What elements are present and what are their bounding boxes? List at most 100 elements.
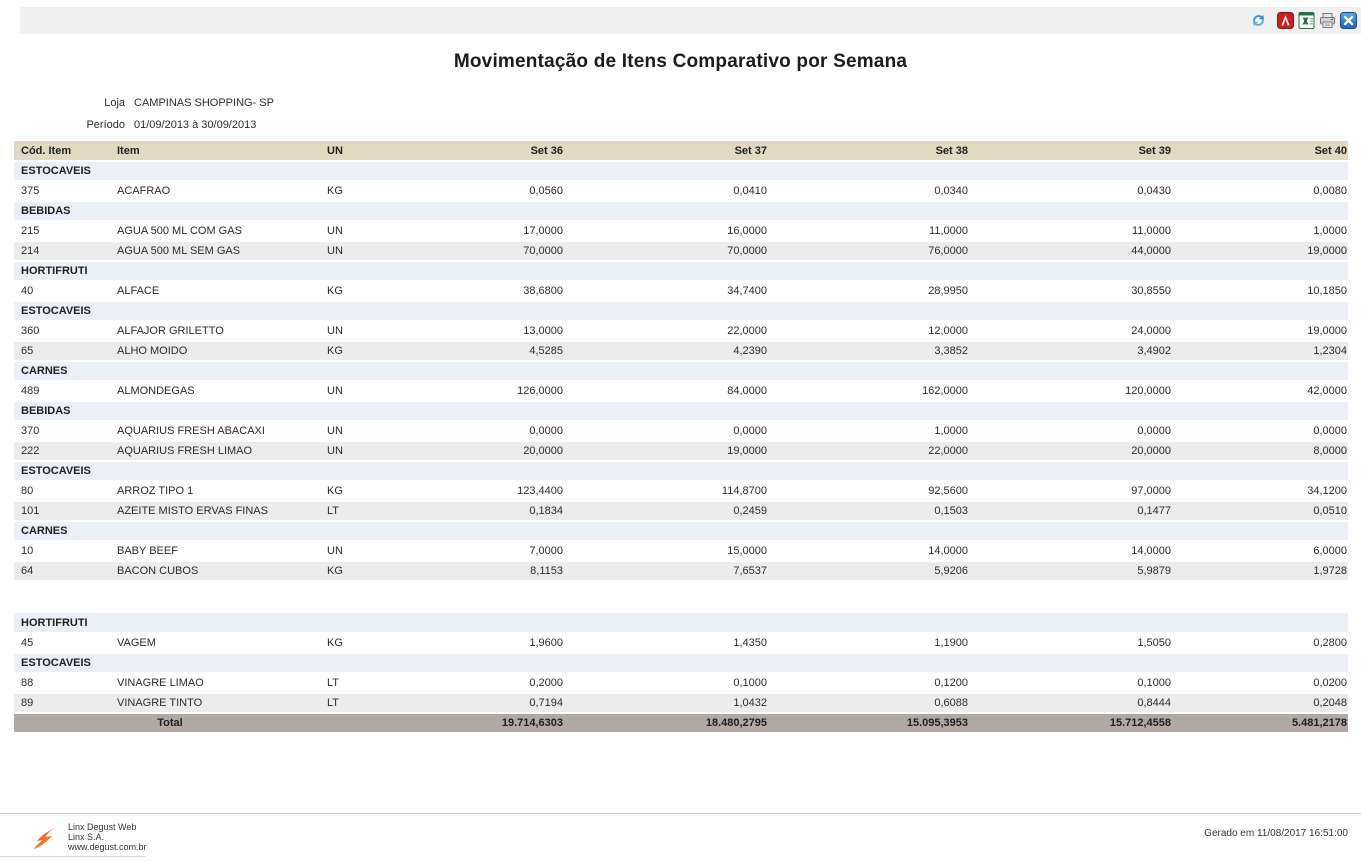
item-code: 214: [14, 241, 110, 262]
item-row: 80 ARROZ TIPO 1 KG 123,4400 114,8700 92,5600 9…: [14, 481, 1348, 502]
period-label: Período: [86, 119, 125, 131]
item-row: 10 BABY BEEF UN 7,0000 15,0000 14,0000 14,0000…: [14, 541, 1348, 562]
category-label: HORTIFRUTI: [14, 261, 1348, 282]
item-code: 10: [14, 541, 110, 562]
item-row: 89 VINAGRE TINTO LT 0,7194 1,0432 0,6088 0,844…: [14, 693, 1348, 714]
item-unit: UN: [320, 221, 364, 242]
report-table-body: ESTOCAVEIS 375 ACAFRAO KG 0,0560 0,0410 0,0340…: [14, 161, 1348, 714]
value-set36: 0,1834: [364, 501, 564, 522]
value-set37: 16,0000: [564, 221, 768, 242]
value-set39: 120,0000: [969, 381, 1172, 402]
value-set40: 0,0200: [1172, 673, 1348, 694]
item-code: 101: [14, 501, 110, 522]
value-set36: 123,4400: [364, 481, 564, 502]
item-name: AZEITE MISTO ERVAS FINAS: [110, 501, 320, 522]
linx-logo-icon: [28, 822, 60, 854]
item-name: AGUA 500 ML SEM GAS: [110, 241, 320, 262]
print-icon[interactable]: [1319, 12, 1336, 29]
value-set39: 97,0000: [969, 481, 1172, 502]
value-set36: 13,0000: [364, 321, 564, 342]
value-set40: 0,0000: [1172, 421, 1348, 442]
value-set40: 0,2048: [1172, 693, 1348, 714]
value-set36: 0,0000: [364, 421, 564, 442]
value-set36: 1,9600: [364, 633, 564, 654]
export-excel-icon[interactable]: [1298, 12, 1315, 29]
item-code: 45: [14, 633, 110, 654]
value-set37: 7,6537: [564, 561, 768, 582]
category-label: ESTOCAVEIS: [14, 653, 1348, 674]
item-code: 80: [14, 481, 110, 502]
value-set37: 15,0000: [564, 541, 768, 562]
value-set39: 24,0000: [969, 321, 1172, 342]
item-row: 64 BACON CUBOS KG 8,1153 7,6537 5,9206 5,9879 1…: [14, 561, 1348, 582]
category-label: ESTOCAVEIS: [14, 301, 1348, 322]
value-set38: 92,5600: [768, 481, 969, 502]
generated-timestamp: Gerado em 11/08/2017 16:51:00: [1204, 828, 1348, 839]
item-name: VINAGRE LIMAO: [110, 673, 320, 694]
value-set37: 0,2459: [564, 501, 768, 522]
value-set40: 0,0080: [1172, 181, 1348, 202]
value-set36: 20,0000: [364, 441, 564, 462]
total-set37: 18.480,2795: [564, 713, 768, 734]
value-set37: 84,0000: [564, 381, 768, 402]
footer-website: www.degust.com.br: [68, 842, 147, 852]
item-unit: UN: [320, 381, 364, 402]
export-pdf-icon[interactable]: [1277, 12, 1294, 29]
item-row: 65 ALHO MOIDO KG 4,5285 4,2390 3,3852 3,4902 1,…: [14, 341, 1348, 362]
item-row: 222 AQUARIUS FRESH LIMAO UN 20,0000 19,0000 2…: [14, 441, 1348, 462]
report-footer: Linx Degust Web Linx S.A. www.degust.com…: [0, 813, 1361, 854]
footer-company: Linx S.A.: [68, 832, 105, 842]
value-set36: 0,7194: [364, 693, 564, 714]
total-un-spacer: [320, 713, 364, 734]
category-row: CARNES: [14, 361, 1348, 382]
total-set36: 19.714,6303: [364, 713, 564, 734]
value-set39: 0,0430: [969, 181, 1172, 202]
value-set39: 11,0000: [969, 221, 1172, 242]
category-row: ESTOCAVEIS: [14, 301, 1348, 322]
item-row: 489 ALMONDEGAS UN 126,0000 84,0000 162,0000 12…: [14, 381, 1348, 402]
value-set36: 0,0560: [364, 181, 564, 202]
category-label: HORTIFRUTI: [14, 613, 1348, 634]
value-set40: 1,2304: [1172, 341, 1348, 362]
value-set38: 5,9206: [768, 561, 969, 582]
value-set39: 3,4902: [969, 341, 1172, 362]
value-set40: 34,1200: [1172, 481, 1348, 502]
total-set38: 15.095,3953: [768, 713, 969, 734]
item-code: 375: [14, 181, 110, 202]
value-set39: 5,9879: [969, 561, 1172, 582]
value-set38: 162,0000: [768, 381, 969, 402]
col-header-set36: Set 36: [364, 141, 564, 162]
item-name: AQUARIUS FRESH LIMAO: [110, 441, 320, 462]
total-label: Total: [14, 713, 320, 734]
item-unit: UN: [320, 321, 364, 342]
value-set39: 44,0000: [969, 241, 1172, 262]
category-label: BEBIDAS: [14, 201, 1348, 222]
bottom-edge-line: [0, 856, 146, 857]
item-unit: LT: [320, 673, 364, 694]
report-table: Cód. Item Item UN Set 36 Set 37 Set 38 S…: [14, 141, 1348, 734]
value-set40: 8,0000: [1172, 441, 1348, 462]
item-unit: LT: [320, 693, 364, 714]
total-row: Total 19.714,6303 18.480,2795 15.095,395…: [14, 713, 1348, 734]
item-unit: UN: [320, 421, 364, 442]
item-unit: KG: [320, 481, 364, 502]
item-unit: KG: [320, 281, 364, 302]
close-icon[interactable]: [1340, 12, 1357, 29]
category-label: BEBIDAS: [14, 401, 1348, 422]
refresh-icon[interactable]: [1250, 12, 1267, 29]
value-set40: 1,9728: [1172, 561, 1348, 582]
value-set39: 0,1000: [969, 673, 1172, 694]
item-name: AGUA 500 ML COM GAS: [110, 221, 320, 242]
value-set39: 0,0000: [969, 421, 1172, 442]
item-name: ALHO MOIDO: [110, 341, 320, 362]
item-unit: UN: [320, 541, 364, 562]
value-set36: 7,0000: [364, 541, 564, 562]
category-row: ESTOCAVEIS: [14, 161, 1348, 182]
value-set40: 0,0510: [1172, 501, 1348, 522]
item-row: 101 AZEITE MISTO ERVAS FINAS LT 0,1834 0,245…: [14, 501, 1348, 522]
value-set38: 0,6088: [768, 693, 969, 714]
value-set36: 126,0000: [364, 381, 564, 402]
item-code: 489: [14, 381, 110, 402]
item-code: 65: [14, 341, 110, 362]
value-set38: 3,3852: [768, 341, 969, 362]
